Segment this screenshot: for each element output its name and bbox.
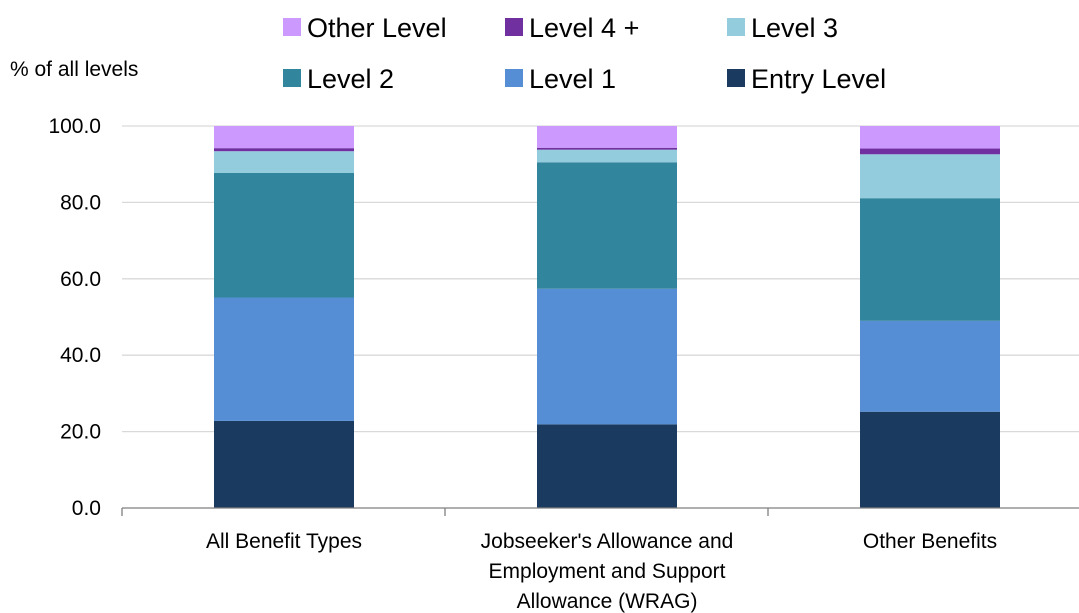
legend-swatch [505, 18, 523, 36]
legend-label: Other Level [307, 13, 447, 43]
bar-segment-entry-level [537, 424, 677, 508]
bar-segment-entry-level [214, 420, 354, 508]
bar-stack-0 [214, 126, 354, 508]
bar-segment-level-3 [860, 154, 1000, 199]
bar-segment-level-3 [214, 151, 354, 173]
y-axis-label: % of all levels [10, 58, 138, 81]
legend-label: Level 1 [529, 64, 616, 94]
y-tick-label: 0.0 [72, 497, 101, 520]
bar-segment-level-2 [537, 162, 677, 289]
legend-label: Level 3 [751, 13, 838, 43]
y-tick-label: 40.0 [60, 344, 101, 367]
legend-swatch [505, 69, 523, 87]
bar-segment-level-2 [860, 198, 1000, 321]
bar-segment-level-1 [860, 320, 1000, 412]
bar-segment-level-3 [537, 149, 677, 163]
bars [214, 126, 1000, 508]
bar-segment-other-level [214, 126, 354, 149]
bar-segment-level-2 [214, 172, 354, 298]
legend-label: Level 2 [307, 64, 394, 94]
bar-segment-entry-level [860, 411, 1000, 508]
bar-segment-other-level [537, 126, 677, 148]
y-tick-label: 60.0 [60, 268, 101, 291]
bar-segment-level-4 [860, 148, 1000, 155]
bar-segment-level-4 [537, 147, 677, 150]
legend-swatch [727, 69, 745, 87]
legend-label: Level 4 + [529, 13, 639, 43]
category-labels: All Benefit Types Jobseeker's Allowance a… [206, 530, 997, 613]
bar-stack-1 [537, 126, 677, 508]
legend-item-entry-level: Entry Level [727, 64, 886, 94]
bar-segment-level-1 [537, 288, 677, 425]
bar-segment-other-level [860, 126, 1000, 149]
legend-item-level-2: Level 2 [283, 64, 394, 94]
y-tick-label: 80.0 [60, 191, 101, 214]
legend-item-other-level: Other Level [283, 13, 447, 43]
bar-stack-2 [860, 126, 1000, 508]
legend-swatch [283, 69, 301, 87]
legend-item-level-1: Level 1 [505, 64, 616, 94]
legend-swatch [283, 18, 301, 36]
legend-item-level-3: Level 3 [727, 13, 838, 43]
legend-swatch [727, 18, 745, 36]
legend-item-level-4: Level 4 + [505, 13, 639, 43]
bar-segment-level-4 [214, 148, 354, 152]
category-label: Jobseeker's Allowance and Employment and … [481, 530, 734, 613]
y-tick-labels: 0.0 20.0 40.0 60.0 80.0 100.0 [48, 115, 101, 520]
axes [121, 507, 1079, 516]
bar-segment-level-1 [214, 297, 354, 421]
category-label: Other Benefits [863, 530, 997, 553]
y-tick-label: 100.0 [48, 115, 101, 138]
y-tick-label: 20.0 [60, 421, 101, 444]
category-label: All Benefit Types [206, 530, 362, 553]
legend-label: Entry Level [751, 64, 886, 94]
legend: Other Level Level 4 + Level 3 Level 2 Level … [283, 13, 886, 94]
